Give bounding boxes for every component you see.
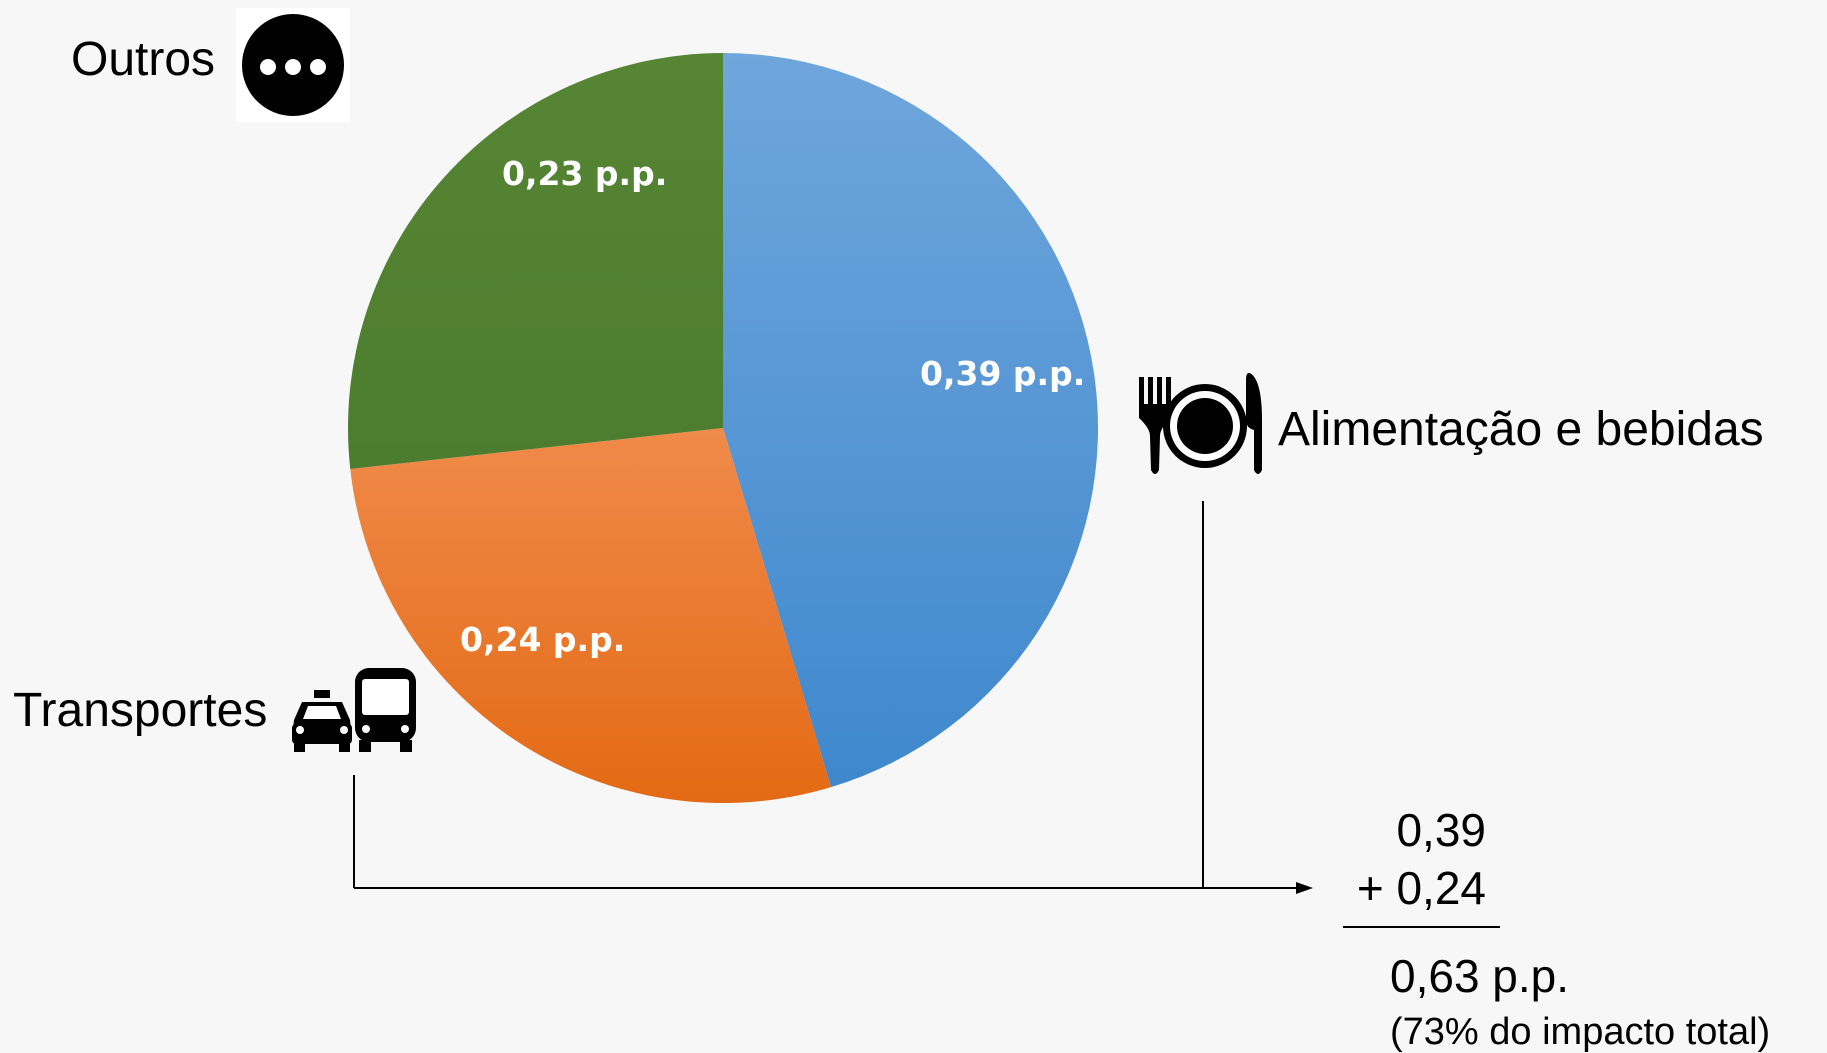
pie-slice-alimentacao [723,53,1099,788]
category-label-outros: Outros [71,33,215,86]
slice-label-alimentacao: 0,39 p.p. [920,354,1085,393]
ellipsis-circle-icon [236,8,350,122]
sum-note: (73% do impacto total) [1390,1011,1770,1053]
category-label-transportes: Transportes [13,684,267,737]
car-bus-icon [292,668,416,752]
sum-line-1: 0,39 [1396,804,1486,856]
category-label-alimentacao: Alimentação e bebidas [1278,403,1764,456]
pie-chart [348,53,1099,804]
plate-cutlery-icon [1139,372,1262,474]
pie-slice-transportes [350,428,832,804]
sum-total: 0,63 p.p. [1390,950,1569,1002]
slice-label-transportes: 0,24 p.p. [460,620,625,659]
slice-label-outros: 0,23 p.p. [502,154,667,193]
connector-lines [353,501,1313,894]
pie-slice-outros [348,53,723,470]
sum-line-2: + 0,24 [1357,862,1486,914]
